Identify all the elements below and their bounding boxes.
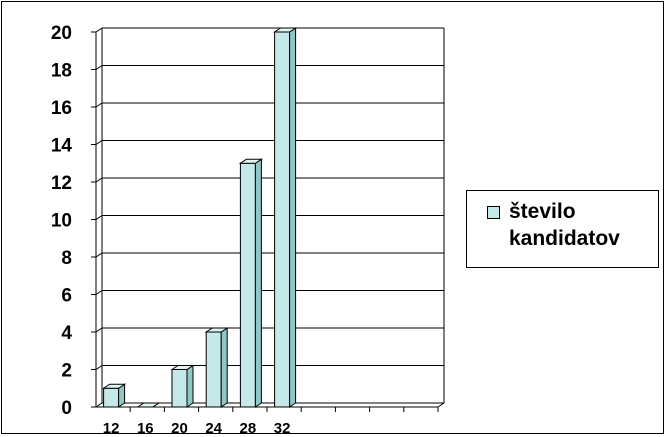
- gridline-depth: [95, 290, 103, 295]
- gridline-depth: [95, 402, 103, 408]
- y-tick-label: 2: [61, 361, 72, 382]
- x-tick-label: 28: [240, 420, 257, 437]
- legend: število kandidatov: [466, 190, 659, 268]
- bar-top: [170, 365, 195, 370]
- bar: [274, 31, 291, 408]
- legend-label: število kandidatov: [509, 200, 620, 250]
- x-tick-label: 32: [274, 420, 291, 437]
- gridline-depth: [95, 102, 103, 108]
- gridline-depth: [95, 365, 103, 370]
- y-tick-label: 4: [61, 323, 72, 344]
- gridline-depth: [95, 252, 103, 258]
- x-tick-label: 20: [171, 420, 188, 437]
- y-tick-label: 8: [61, 248, 72, 269]
- bar-top: [272, 27, 298, 33]
- gridline-depth: [95, 65, 103, 70]
- gridline-depth: [95, 140, 103, 145]
- x-tick-label: 24: [205, 420, 222, 437]
- bar-side: [289, 27, 297, 408]
- y-tick-label: 10: [51, 211, 72, 232]
- gridline-depth: [95, 177, 103, 183]
- x-tick-label: 12: [103, 420, 120, 437]
- gridline-depth: [95, 327, 103, 333]
- y-tick-label: 12: [51, 173, 72, 194]
- bar-top: [136, 402, 161, 408]
- bar-top: [238, 158, 264, 164]
- bar: [205, 331, 222, 408]
- y-tick-label: 18: [51, 61, 72, 82]
- bar-side: [186, 364, 194, 408]
- bar: [239, 162, 256, 408]
- bar: [103, 387, 120, 408]
- bar-top: [101, 383, 127, 389]
- x-axis-depth: [437, 402, 445, 408]
- gridline-depth: [95, 215, 103, 220]
- y-tick-label: 0: [61, 398, 72, 419]
- y-tick-label: 6: [61, 286, 72, 307]
- x-tick-label: 16: [137, 420, 154, 437]
- legend-swatch: [487, 206, 500, 219]
- bar-side: [220, 327, 228, 408]
- bar-top: [204, 327, 229, 333]
- bar: [171, 369, 188, 408]
- gridline-depth: [95, 27, 103, 33]
- y-tick-label: 20: [51, 23, 72, 44]
- bar-side: [254, 158, 262, 408]
- y-tick-label: 16: [51, 98, 72, 119]
- y-tick-label: 14: [51, 136, 73, 157]
